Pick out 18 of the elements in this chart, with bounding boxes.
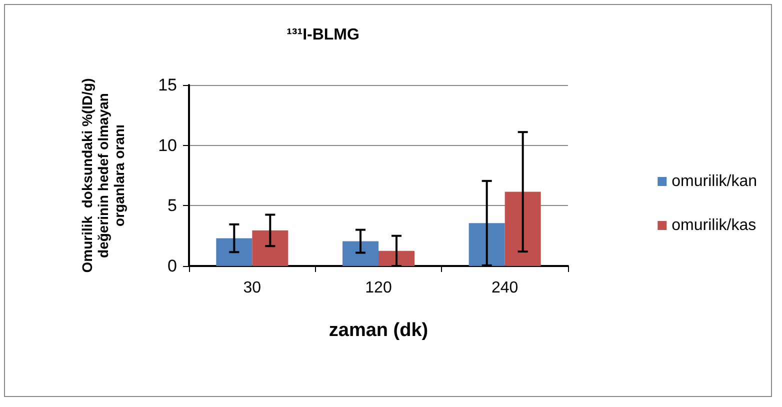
bar: [468, 223, 505, 266]
bar: [342, 241, 378, 266]
legend-label: omurilik/kas: [672, 217, 756, 234]
bar: [504, 192, 541, 266]
y-tick-label: 15: [158, 76, 177, 94]
y-tick-label: 0: [168, 256, 177, 276]
x-tick-label: 120: [365, 280, 392, 296]
y-axis-title: Omurilik doksundaki %(ID/g) değerinin hedef olmayan organlara oranı: [79, 78, 127, 273]
bar: [378, 250, 414, 266]
x-axis-title: zaman (dk): [328, 320, 428, 341]
chart-title: ¹³¹I-BLMG: [286, 26, 360, 44]
y-tick-label: 10: [158, 136, 177, 155]
legend-label: omurilik/kan: [672, 173, 757, 190]
x-tick-label: 240: [491, 280, 518, 296]
bar: [216, 238, 252, 266]
x-tick-label: 30: [243, 280, 262, 296]
y-tick-label: 5: [168, 196, 177, 216]
bar: [252, 230, 288, 266]
